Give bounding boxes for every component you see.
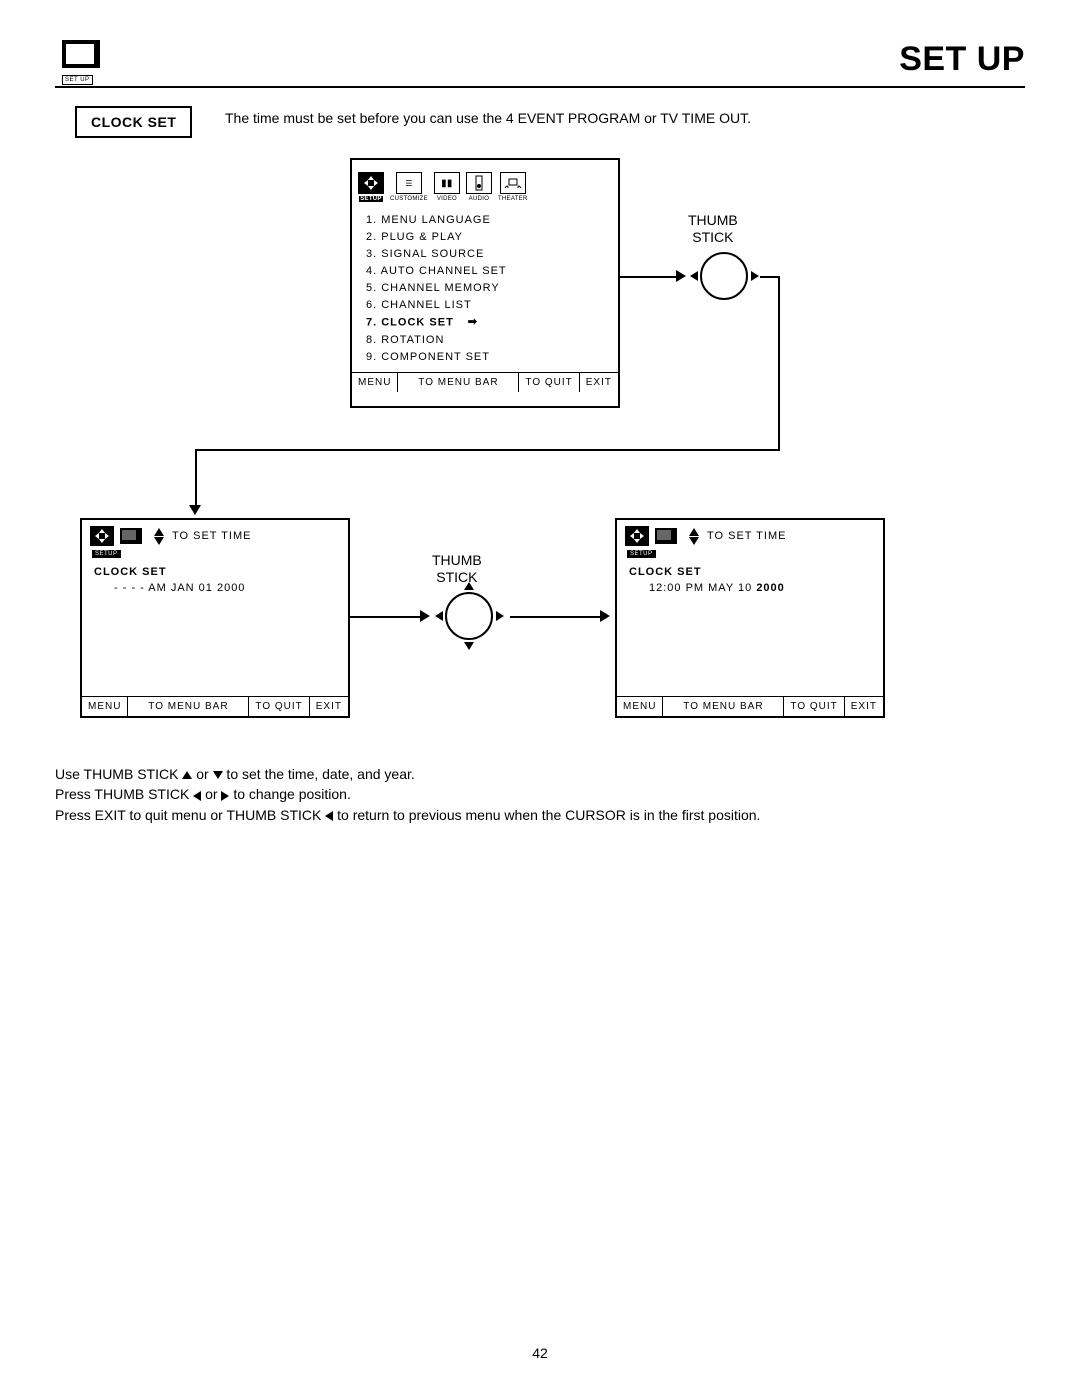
connector <box>510 616 602 618</box>
dpad-icon <box>625 526 649 546</box>
setup-mini-label: SETUP <box>92 550 121 558</box>
footer-exit: EXIT <box>580 373 618 392</box>
arrowhead-icon <box>676 270 686 282</box>
dpad-icon <box>90 526 114 546</box>
footer-to-menu-bar: TO MENU BAR <box>398 373 519 392</box>
connector <box>350 616 422 618</box>
setup-mini-label: SETUP <box>627 550 656 558</box>
thumb-stick-icon-1 <box>700 252 748 300</box>
instructions: Use THUMB STICK or to set the time, date… <box>55 764 760 825</box>
instruction-line: Press EXIT to quit menu or THUMB STICK t… <box>55 805 760 825</box>
tab-video: ▮▮ VIDEO <box>434 172 460 202</box>
main-menu-screen: SETUP ☰ CUSTOMIZE ▮▮ VIDEO AUDIO THEATER… <box>350 158 620 408</box>
footer-menu: MENU <box>352 373 398 392</box>
clock-set-description: The time must be set before you can use … <box>225 110 751 126</box>
menu-footer: MENU TO MENU BAR TO QUIT EXIT <box>352 372 618 392</box>
clock-set-title: CLOCK SET <box>629 566 871 578</box>
thumb-stick-icon-2 <box>445 592 493 640</box>
up-triangle-icon <box>182 771 192 779</box>
down-triangle-icon <box>213 771 223 779</box>
menu-item: 9. COMPONENT SET <box>366 349 608 366</box>
arrow-up-icon <box>464 582 474 590</box>
arrow-left-icon <box>690 271 698 281</box>
thumb-stick-label-1: THUMBSTICK <box>688 212 738 246</box>
arrowhead-icon <box>600 610 610 622</box>
clock-set-screen-1: TO SET TIME SETUP CLOCK SET - - - - AM J… <box>80 518 350 718</box>
menu-item: 3. SIGNAL SOURCE <box>366 246 608 263</box>
arrowhead-icon <box>189 505 201 515</box>
menu-list: 1. MENU LANGUAGE 2. PLUG & PLAY 3. SIGNA… <box>352 204 618 372</box>
connector <box>195 449 197 507</box>
clock-set-heading: CLOCK SET <box>75 106 192 138</box>
page-number: 42 <box>0 1345 1080 1361</box>
clock-set-title: CLOCK SET <box>94 566 336 578</box>
up-down-icon <box>689 528 699 545</box>
left-triangle-icon <box>193 791 201 801</box>
clock-set-screen-2: TO SET TIME SETUP CLOCK SET 12:00 PM MAY… <box>615 518 885 718</box>
menu-tab-bar: SETUP ☰ CUSTOMIZE ▮▮ VIDEO AUDIO THEATER <box>352 160 618 204</box>
tab-audio: AUDIO <box>466 172 492 202</box>
menu-item: 5. CHANNEL MEMORY <box>366 280 608 297</box>
menu-item: 2. PLUG & PLAY <box>366 229 608 246</box>
arrow-left-icon <box>435 611 443 621</box>
arrowhead-icon <box>420 610 430 622</box>
menu-item: 1. MENU LANGUAGE <box>366 212 608 229</box>
footer-to-quit: TO QUIT <box>519 373 579 392</box>
instruction-line: Use THUMB STICK or to set the time, date… <box>55 764 760 784</box>
arrow-right-icon <box>751 271 759 281</box>
menu-footer: MENU TO MENU BAR TO QUIT EXIT <box>617 696 883 716</box>
up-down-icon <box>154 528 164 545</box>
clock-set-value: 12:00 PM MAY 10 2000 <box>629 582 871 594</box>
menu-item-selected: 7. CLOCK SET➡ <box>366 314 608 331</box>
tab-setup: SETUP <box>358 172 384 202</box>
header-rule <box>55 86 1025 88</box>
clock-set-value: - - - - AM JAN 01 2000 <box>94 582 336 594</box>
tab-theater: THEATER <box>498 172 528 202</box>
instruction-line: Press THUMB STICK or to change position. <box>55 784 760 804</box>
arrow-right-icon <box>496 611 504 621</box>
tv-icon <box>655 528 677 544</box>
menu-item: 6. CHANNEL LIST <box>366 297 608 314</box>
tv-icon <box>120 528 142 544</box>
setup-icon-label: SET UP <box>62 75 93 85</box>
page-title: SET UP <box>899 40 1025 79</box>
menu-footer: MENU TO MENU BAR TO QUIT EXIT <box>82 696 348 716</box>
tab-customize: ☰ CUSTOMIZE <box>390 172 428 202</box>
connector <box>778 276 780 451</box>
setup-icon: SET UP <box>62 40 107 80</box>
connector <box>620 276 678 278</box>
menu-item: 4. AUTO CHANNEL SET <box>366 263 608 280</box>
to-set-time-label: TO SET TIME <box>172 530 251 542</box>
menu-item: 8. ROTATION <box>366 332 608 349</box>
connector <box>195 449 780 451</box>
arrow-down-icon <box>464 642 474 650</box>
thumb-stick-label-2: THUMBSTICK <box>432 552 482 586</box>
to-set-time-label: TO SET TIME <box>707 530 786 542</box>
